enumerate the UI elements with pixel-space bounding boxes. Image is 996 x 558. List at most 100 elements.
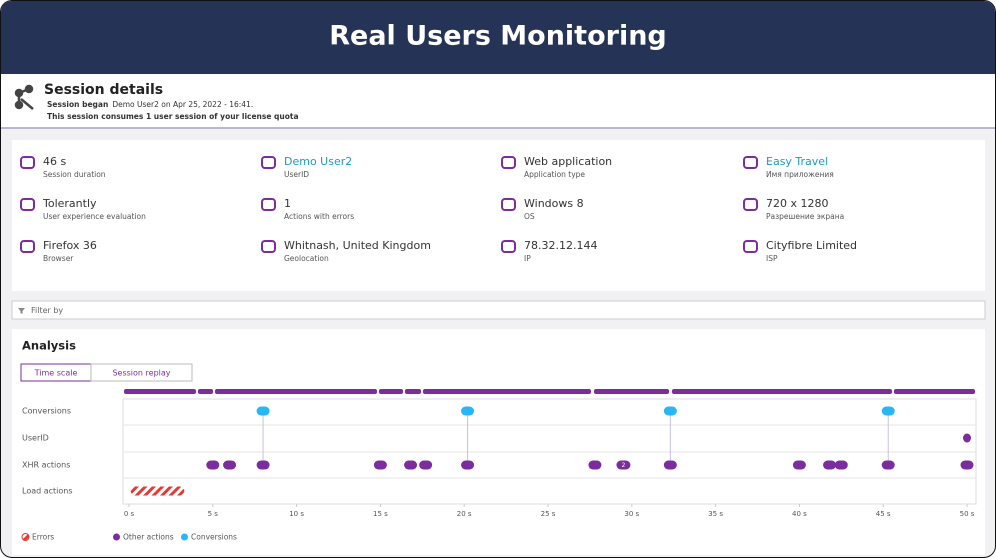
info-icon bbox=[743, 198, 758, 211]
legend-swatch bbox=[21, 533, 30, 541]
filter-placeholder: Filter by bbox=[31, 306, 63, 315]
x-tick-label: 45 s bbox=[876, 510, 891, 518]
info-icon bbox=[501, 240, 516, 253]
event-marker[interactable] bbox=[223, 460, 237, 470]
event-marker[interactable] bbox=[792, 460, 806, 470]
event-marker[interactable] bbox=[461, 406, 475, 416]
overview-bar bbox=[672, 389, 892, 394]
info-label: UserID bbox=[284, 170, 309, 179]
event-marker[interactable] bbox=[663, 406, 677, 416]
x-tick-label: 35 s bbox=[708, 510, 723, 518]
info-value: 46 s bbox=[43, 155, 66, 168]
info-value: Windows 8 bbox=[524, 197, 584, 210]
info-label: Actions with errors bbox=[284, 212, 354, 221]
badge-count: 2 bbox=[622, 462, 626, 469]
event-marker[interactable] bbox=[419, 460, 433, 470]
began-text: Demo User2 on Apr 25, 2022 - 16:41. bbox=[112, 100, 253, 109]
x-tick-label: 15 s bbox=[373, 510, 388, 518]
info-icon bbox=[501, 198, 516, 211]
info-value: Firefox 36 bbox=[43, 239, 97, 252]
x-tick-label: 10 s bbox=[289, 510, 304, 518]
row-label: UserID bbox=[22, 434, 49, 443]
overview-bar bbox=[198, 389, 213, 394]
info-value: 720 x 1280 bbox=[766, 197, 829, 210]
info-label: User experience evaluation bbox=[43, 212, 146, 221]
x-tick-label: 0 s bbox=[124, 510, 135, 518]
row-label: Conversions bbox=[22, 407, 71, 416]
legend-label: Other actions bbox=[123, 533, 174, 542]
event-marker[interactable] bbox=[881, 460, 895, 470]
info-icon bbox=[261, 198, 276, 211]
info-value[interactable]: Demo User2 bbox=[284, 155, 352, 168]
info-label: Geolocation bbox=[284, 254, 329, 263]
analysis-title: Analysis bbox=[22, 339, 76, 353]
info-value: Tolerantly bbox=[42, 197, 97, 210]
event-marker[interactable] bbox=[461, 460, 475, 470]
info-label: Browser bbox=[43, 254, 74, 263]
session-title: Session details bbox=[44, 82, 163, 98]
overview-bar bbox=[215, 389, 377, 394]
info-icon bbox=[20, 240, 35, 253]
session-icon bbox=[14, 84, 34, 110]
legend-swatch bbox=[181, 533, 188, 541]
overview-bar bbox=[405, 389, 421, 394]
event-marker[interactable] bbox=[588, 460, 602, 470]
filter-icon bbox=[18, 308, 25, 314]
overview-bar bbox=[423, 389, 591, 394]
info-icon bbox=[743, 240, 758, 253]
header-bar bbox=[1, 1, 995, 74]
info-label: Session duration bbox=[43, 170, 106, 179]
info-card bbox=[12, 140, 985, 291]
x-tick-label: 20 s bbox=[457, 510, 472, 518]
session-quota: This session consumes 1 user session of … bbox=[47, 112, 299, 121]
event-marker[interactable] bbox=[834, 460, 848, 470]
info-value[interactable]: Easy Travel bbox=[766, 155, 828, 168]
x-tick-label: 40 s bbox=[792, 510, 807, 518]
overview-bar bbox=[379, 389, 403, 394]
x-tick-label: 30 s bbox=[624, 510, 639, 518]
info-value: Whitnash, United Kingdom bbox=[284, 239, 431, 252]
info-label: Имя приложения bbox=[766, 170, 834, 179]
event-marker[interactable] bbox=[404, 460, 418, 470]
error-span[interactable] bbox=[130, 486, 185, 496]
began-label: Session began bbox=[47, 100, 108, 109]
event-marker[interactable] bbox=[256, 460, 270, 470]
info-icon bbox=[501, 156, 516, 169]
event-marker[interactable] bbox=[823, 460, 837, 470]
info-label: OS bbox=[524, 212, 535, 221]
info-icon bbox=[261, 240, 276, 253]
info-icon bbox=[20, 156, 35, 169]
analysis-card bbox=[12, 329, 985, 555]
info-label: ISP bbox=[766, 254, 778, 263]
legend-label: Conversions bbox=[191, 533, 237, 542]
tab-label: Time scale bbox=[34, 369, 78, 378]
event-marker[interactable] bbox=[881, 406, 895, 416]
filter-box[interactable] bbox=[11, 300, 986, 320]
info-value: Web application bbox=[524, 155, 612, 168]
info-icon bbox=[261, 156, 276, 169]
event-marker[interactable] bbox=[963, 433, 971, 443]
overview-bar bbox=[124, 389, 196, 394]
badge-marker[interactable] bbox=[616, 460, 631, 470]
event-marker[interactable] bbox=[256, 406, 270, 416]
event-marker[interactable] bbox=[663, 460, 677, 470]
header-title: Real Users Monitoring bbox=[329, 21, 667, 52]
overview-bar bbox=[894, 389, 975, 394]
info-value: 1 bbox=[284, 197, 291, 210]
info-value: 78.32.12.144 bbox=[524, 239, 597, 252]
session-panel bbox=[1, 74, 995, 128]
event-marker[interactable] bbox=[373, 460, 387, 470]
row-label: Load actions bbox=[22, 487, 73, 496]
event-marker[interactable] bbox=[206, 460, 220, 470]
overview-bar bbox=[594, 389, 669, 394]
info-label: Разрешение экрана bbox=[766, 212, 844, 221]
legend-swatch bbox=[113, 533, 120, 541]
event-marker[interactable] bbox=[960, 460, 974, 470]
row-label: XHR actions bbox=[22, 461, 70, 470]
tab[interactable] bbox=[90, 363, 193, 382]
x-tick-label: 50 s bbox=[960, 510, 975, 518]
tab-label: Session replay bbox=[112, 369, 170, 378]
info-label: Application type bbox=[524, 170, 585, 179]
